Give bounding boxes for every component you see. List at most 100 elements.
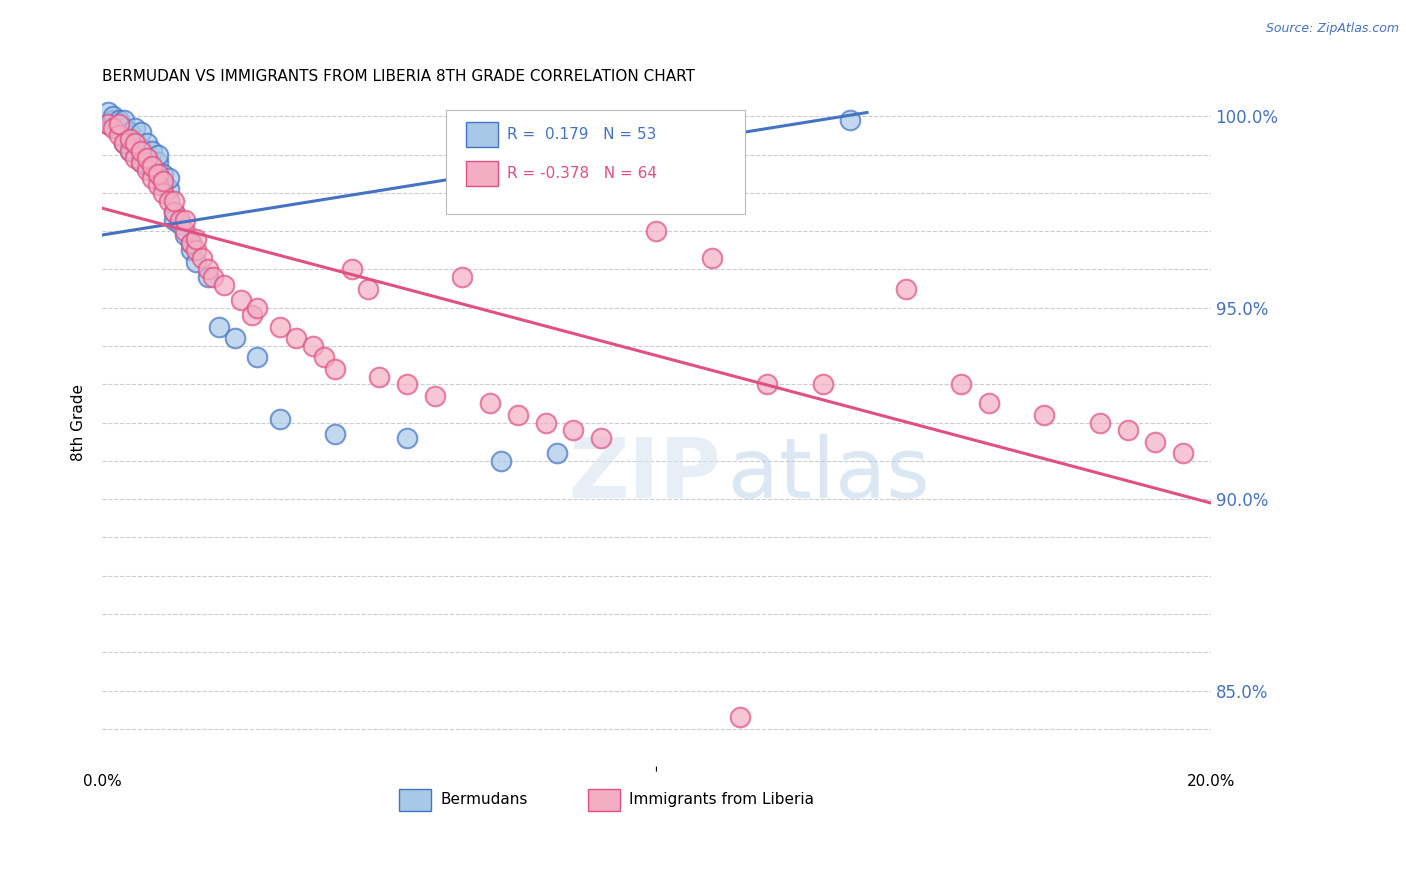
Point	[103, 120, 125, 135]
Text: R =  0.179   N = 53: R = 0.179 N = 53	[506, 128, 657, 143]
Point	[186, 254, 208, 268]
Point	[135, 162, 157, 177]
Point	[118, 132, 141, 146]
Point	[174, 212, 197, 227]
Point	[129, 125, 152, 139]
Point	[423, 389, 446, 403]
Point	[141, 170, 163, 185]
Point	[135, 136, 157, 150]
Point	[146, 167, 169, 181]
Point	[246, 301, 269, 315]
Point	[108, 117, 131, 131]
Point	[1144, 434, 1167, 449]
Point	[152, 167, 174, 181]
Point	[112, 120, 135, 135]
Point	[186, 244, 208, 258]
Text: ZIP: ZIP	[568, 434, 720, 515]
Point	[135, 159, 157, 173]
Point	[152, 174, 174, 188]
Point	[124, 120, 146, 135]
Point	[97, 117, 120, 131]
Point	[129, 147, 152, 161]
Point	[285, 331, 308, 345]
Point	[124, 136, 146, 150]
Point	[728, 710, 751, 724]
Point	[562, 423, 585, 437]
Point	[186, 232, 208, 246]
Point	[451, 270, 474, 285]
Point	[157, 170, 180, 185]
Point	[645, 224, 668, 238]
Point	[340, 262, 363, 277]
Point	[240, 309, 263, 323]
Point	[977, 396, 1000, 410]
FancyBboxPatch shape	[399, 789, 432, 811]
Point	[146, 155, 169, 169]
Point	[357, 282, 380, 296]
Point	[224, 331, 246, 345]
Point	[491, 454, 513, 468]
Point	[152, 186, 174, 200]
Point	[141, 159, 163, 173]
Point	[163, 205, 186, 219]
Point	[534, 416, 557, 430]
Text: BERMUDAN VS IMMIGRANTS FROM LIBERIA 8TH GRADE CORRELATION CHART: BERMUDAN VS IMMIGRANTS FROM LIBERIA 8TH …	[103, 69, 695, 84]
Point	[124, 136, 146, 150]
Point	[118, 125, 141, 139]
Point	[180, 235, 202, 250]
Point	[950, 377, 973, 392]
Point	[546, 446, 568, 460]
Point	[112, 136, 135, 150]
Point	[129, 155, 152, 169]
Point	[894, 282, 917, 296]
Y-axis label: 8th Grade: 8th Grade	[72, 384, 86, 461]
Point	[118, 144, 141, 158]
Point	[180, 235, 202, 250]
Point	[700, 251, 723, 265]
Point	[163, 205, 186, 219]
Point	[118, 136, 141, 150]
Point	[97, 105, 120, 120]
Point	[97, 117, 120, 131]
Point	[103, 109, 125, 123]
Point	[180, 244, 202, 258]
Text: 0.0%: 0.0%	[83, 774, 121, 789]
Point	[108, 113, 131, 128]
Point	[118, 128, 141, 143]
Point	[1033, 408, 1056, 422]
Point	[152, 178, 174, 193]
Point	[323, 362, 346, 376]
Point	[811, 377, 834, 392]
Point	[124, 144, 146, 158]
Point	[368, 369, 391, 384]
Point	[1116, 423, 1139, 437]
Point	[1171, 446, 1194, 460]
Point	[163, 194, 186, 208]
Text: atlas: atlas	[728, 434, 931, 515]
Text: Immigrants from Liberia: Immigrants from Liberia	[628, 792, 814, 807]
Point	[197, 262, 219, 277]
Text: Source: ZipAtlas.com: Source: ZipAtlas.com	[1265, 22, 1399, 36]
Point	[269, 319, 291, 334]
Point	[135, 152, 157, 166]
Point	[146, 167, 169, 181]
Point	[163, 212, 186, 227]
Point	[395, 431, 418, 445]
Point	[207, 319, 229, 334]
Point	[506, 408, 529, 422]
Point	[129, 140, 152, 154]
Point	[141, 162, 163, 177]
Point	[323, 427, 346, 442]
Text: Bermudans: Bermudans	[440, 792, 527, 807]
Point	[174, 227, 197, 242]
Point	[202, 270, 225, 285]
FancyBboxPatch shape	[446, 111, 745, 214]
Point	[108, 128, 131, 143]
Point	[479, 396, 502, 410]
Point	[246, 351, 269, 365]
Point	[301, 339, 323, 353]
Point	[169, 217, 191, 231]
Point	[169, 212, 191, 227]
Point	[129, 155, 152, 169]
Point	[108, 120, 131, 135]
